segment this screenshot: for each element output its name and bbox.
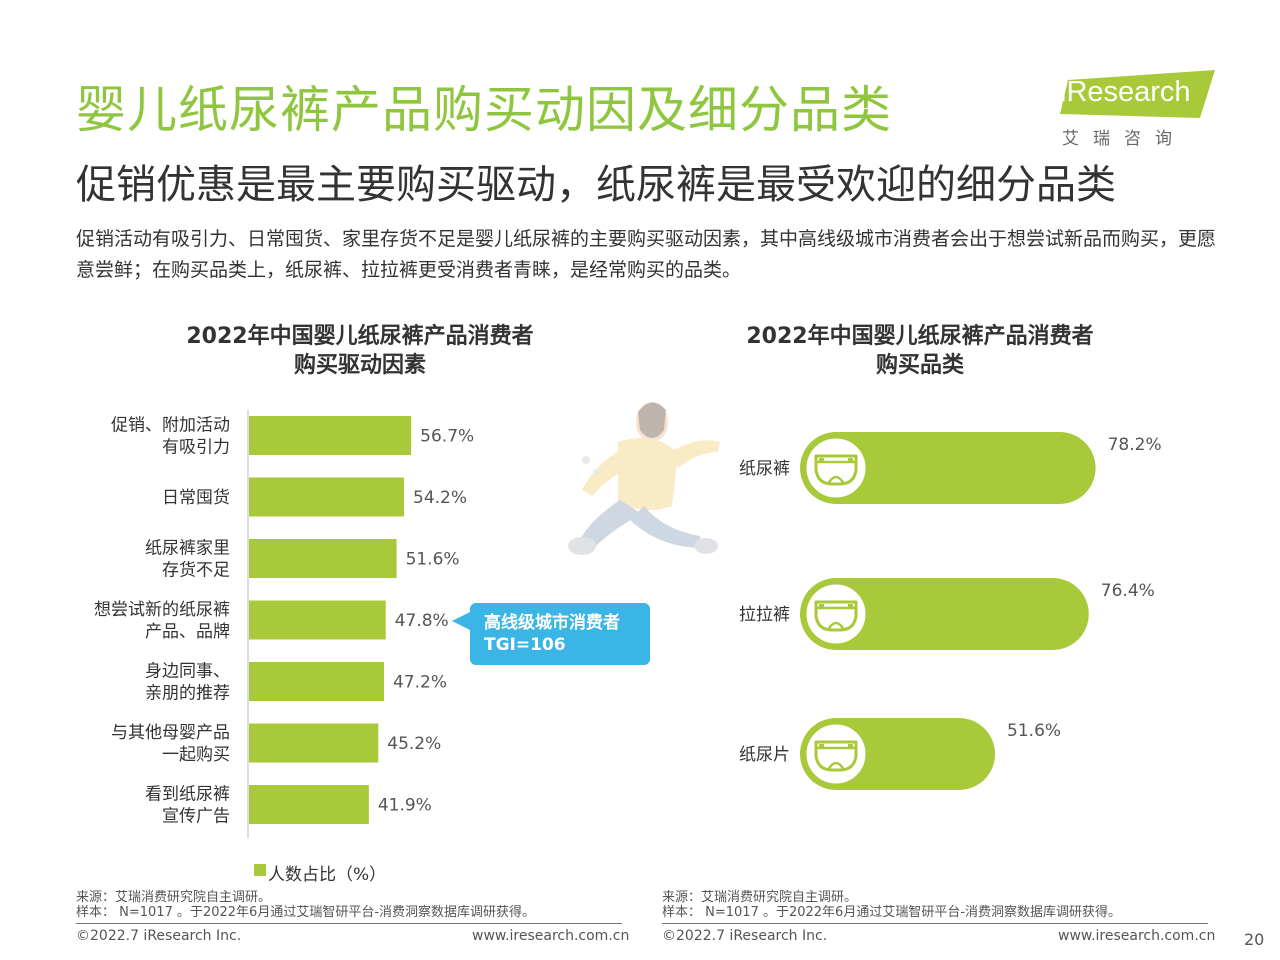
- left-source: 来源：艾瑞消费研究院自主调研。: [76, 890, 272, 905]
- right-category-label-0: 纸尿裤: [739, 459, 790, 479]
- page-subtitle: 促销优惠是最主要购买驱动，纸尿裤是最受欢迎的细分品类: [76, 162, 1116, 208]
- copyright-right: ©2022.7 iResearch Inc.: [662, 928, 828, 944]
- iresearch-logo: [1060, 70, 1215, 118]
- logo-brand: iResearch: [1060, 76, 1191, 108]
- right-bar-0: [800, 432, 1096, 504]
- left-bar-3: [249, 600, 386, 640]
- right-bar-1: [800, 578, 1089, 650]
- left-chart-title: 2022年中国婴儿纸尿裤产品消费者 购买驱动因素: [186, 324, 534, 378]
- left-category-label-3: 想尝试新的纸尿裤产品、品牌: [94, 600, 230, 642]
- right-value-label-2: 51.6%: [1007, 721, 1061, 741]
- jumping-person-illustration: [568, 402, 720, 555]
- callout-pointer: [452, 612, 470, 630]
- left-category-label-5: 与其他母婴产品一起购买: [111, 723, 230, 765]
- right-category-label-1: 拉拉裤: [739, 605, 790, 625]
- url-right[interactable]: www.iresearch.com.cn: [1058, 928, 1216, 944]
- left-category-label-0: 促销、附加活动有吸引力: [111, 416, 230, 458]
- tgi-callout: 高线级城市消费者 TGI=106: [470, 603, 650, 665]
- right-value-label-1: 76.4%: [1101, 581, 1155, 601]
- left-bar-2: [249, 539, 397, 578]
- logo-sub: 艾瑞咨询: [1062, 129, 1186, 149]
- legend-swatch: [254, 864, 266, 876]
- copyright-left: ©2022.7 iResearch Inc.: [76, 928, 242, 944]
- page-number: 20: [1244, 930, 1265, 949]
- left-value-label-2: 51.6%: [406, 550, 460, 570]
- left-value-label-0: 56.7%: [420, 427, 474, 447]
- legend-label: 人数占比（%）: [268, 865, 387, 885]
- left-bar-5: [249, 723, 379, 763]
- footer-rule-left: [76, 923, 622, 924]
- left-category-label-1: 日常囤货: [162, 488, 230, 508]
- right-bar-chart: 纸尿裤 78.2% 拉拉裤 76.4% 纸尿片 51.6%: [739, 432, 1162, 790]
- left-value-label-3: 47.8%: [395, 611, 449, 631]
- left-bar-chart: 促销、附加活动有吸引力 56.7% 日常囤货 54.2% 纸尿裤家里存货不足 51.6% 想…: [94, 410, 474, 838]
- left-value-label-6: 41.9%: [378, 796, 432, 816]
- left-bar-0: [249, 416, 412, 455]
- left-category-label-4: 身边同事、亲朋的推荐: [145, 662, 230, 704]
- footer-rule-right: [662, 923, 1208, 924]
- left-sample: 样本： N=1017 。于2022年6月通过艾瑞智研平台-消费洞察数据库调研获得…: [76, 905, 536, 920]
- right-chart-title: 2022年中国婴儿纸尿裤产品消费者 购买品类: [746, 324, 1094, 378]
- left-value-label-4: 47.2%: [393, 673, 447, 693]
- right-value-label-0: 78.2%: [1108, 435, 1162, 455]
- left-value-label-1: 54.2%: [413, 488, 467, 508]
- diaper-icon: [801, 579, 871, 649]
- url-left[interactable]: www.iresearch.com.cn: [472, 928, 630, 944]
- right-source: 来源：艾瑞消费研究院自主调研。: [662, 890, 858, 905]
- left-bar-4: [249, 662, 384, 701]
- diaper-icon: [801, 719, 871, 789]
- page-description: 促销活动有吸引力、日常囤货、家里存货不足是婴儿纸尿裤的主要购买驱动因素，其中高线…: [76, 228, 1217, 281]
- left-category-label-2: 纸尿裤家里存货不足: [145, 539, 230, 581]
- left-category-label-6: 看到纸尿裤宣传广告: [145, 785, 230, 827]
- right-category-label-2: 纸尿片: [739, 745, 790, 765]
- left-value-label-5: 45.2%: [387, 734, 441, 754]
- page-title: 婴儿纸尿裤产品购买动因及细分品类: [76, 81, 892, 139]
- diaper-icon: [801, 433, 871, 503]
- right-sample: 样本： N=1017 。于2022年6月通过艾瑞智研平台-消费洞察数据库调研获得…: [662, 905, 1122, 920]
- left-bar-1: [249, 477, 405, 517]
- left-bar-6: [249, 785, 369, 824]
